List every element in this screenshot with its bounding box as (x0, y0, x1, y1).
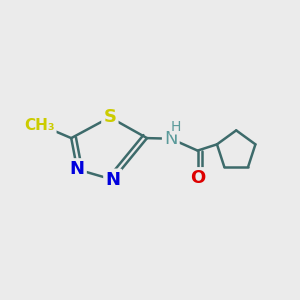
Text: N: N (164, 130, 178, 148)
Text: N: N (70, 160, 85, 178)
Text: H: H (170, 120, 181, 134)
Text: CH₃: CH₃ (24, 118, 55, 133)
Text: S: S (103, 108, 116, 126)
Text: N: N (105, 171, 120, 189)
Text: O: O (190, 169, 205, 187)
